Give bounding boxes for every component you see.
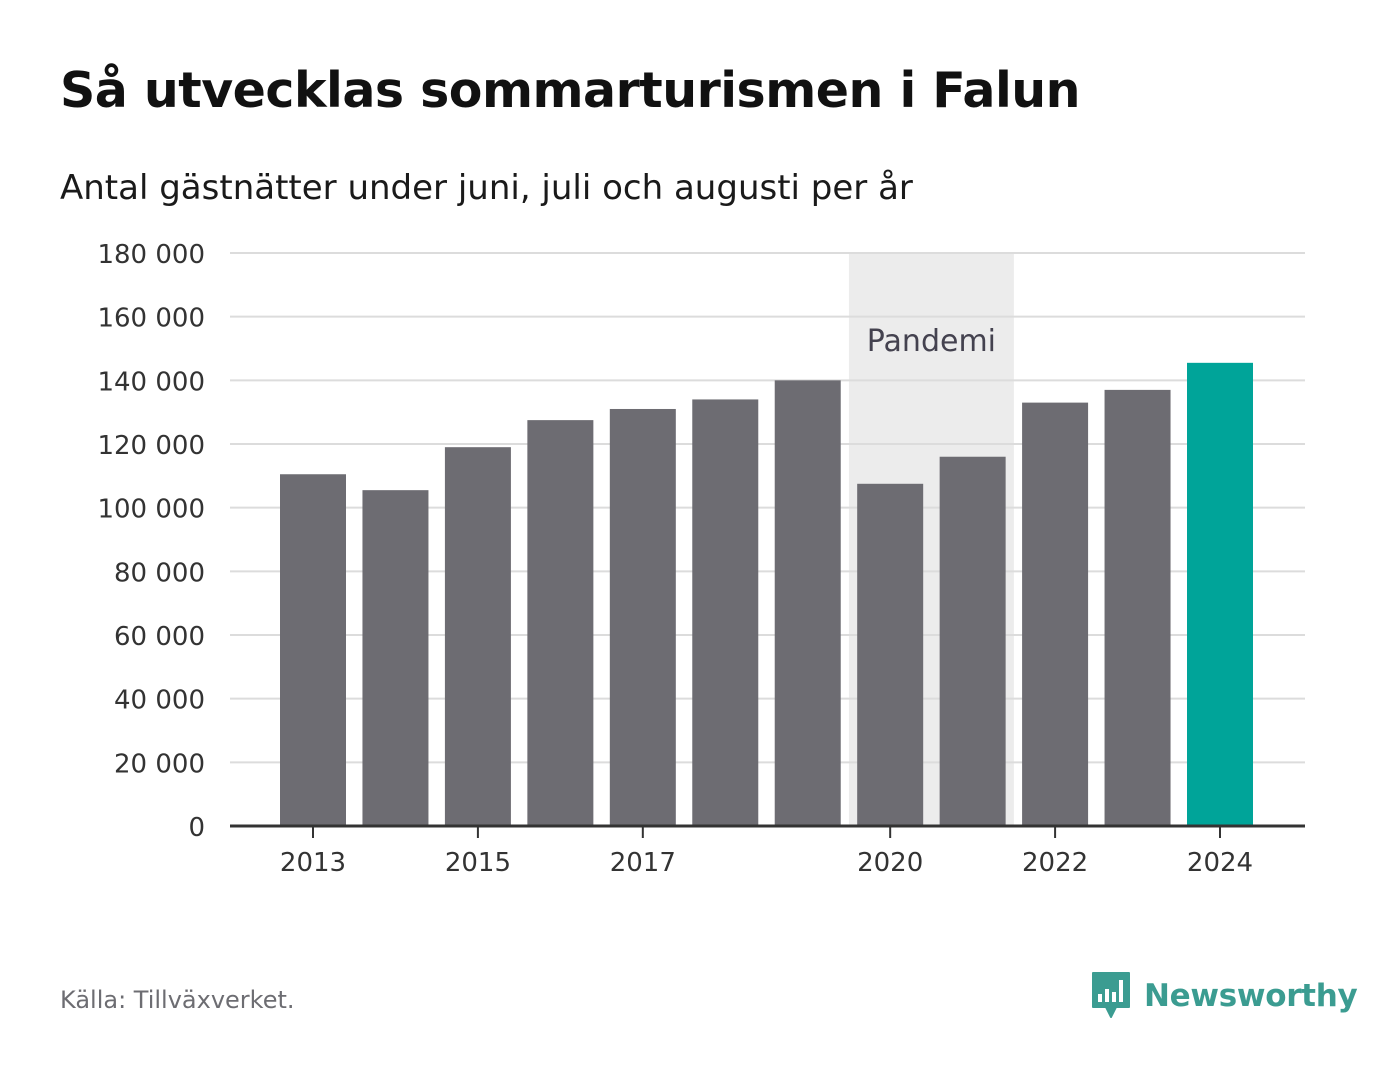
bar-2021 — [939, 456, 1006, 826]
y-tick-label: 180 000 — [97, 240, 205, 270]
y-tick-label: 80 000 — [114, 558, 205, 588]
bar-2018 — [692, 399, 759, 826]
bar-2015 — [444, 447, 511, 826]
y-tick-label: 120 000 — [97, 431, 205, 461]
x-tick-label: 2015 — [445, 848, 511, 878]
y-tick-label: 20 000 — [114, 749, 205, 779]
x-tick-label: 2017 — [610, 848, 676, 878]
bar-2023 — [1104, 389, 1171, 826]
bar-2014 — [362, 490, 429, 826]
bar-2022 — [1022, 402, 1089, 826]
y-tick-label: 160 000 — [97, 304, 205, 334]
x-tick-label: 2024 — [1187, 848, 1253, 878]
bar-2017 — [609, 408, 676, 826]
chart-subtitle: Antal gästnätter under juni, juli och au… — [60, 168, 913, 208]
bar-chart-logo-icon — [1092, 972, 1130, 1018]
bar-2019 — [774, 380, 841, 826]
x-tick-label: 2022 — [1022, 848, 1088, 878]
bar-2013 — [280, 474, 346, 826]
brand-name: Newsworthy — [1144, 978, 1358, 1014]
pandemic-label: Pandemi — [867, 324, 996, 359]
x-tick-label: 2013 — [280, 848, 346, 878]
y-tick-label: 140 000 — [97, 367, 205, 397]
y-tick-label: 0 — [188, 813, 205, 843]
y-tick-label: 60 000 — [114, 622, 205, 652]
chart-title: Så utvecklas sommarturismen i Falun — [60, 62, 1081, 119]
bar-2020 — [857, 483, 924, 826]
bar-2016 — [527, 420, 594, 826]
y-tick-label: 100 000 — [97, 495, 205, 525]
y-tick-label: 40 000 — [114, 686, 205, 716]
bar-2024 — [1187, 362, 1253, 826]
brand-logo: Newsworthy — [1090, 970, 1358, 1022]
source-note: Källa: Tillväxverket. — [60, 986, 295, 1014]
x-tick-label: 2020 — [857, 848, 923, 878]
